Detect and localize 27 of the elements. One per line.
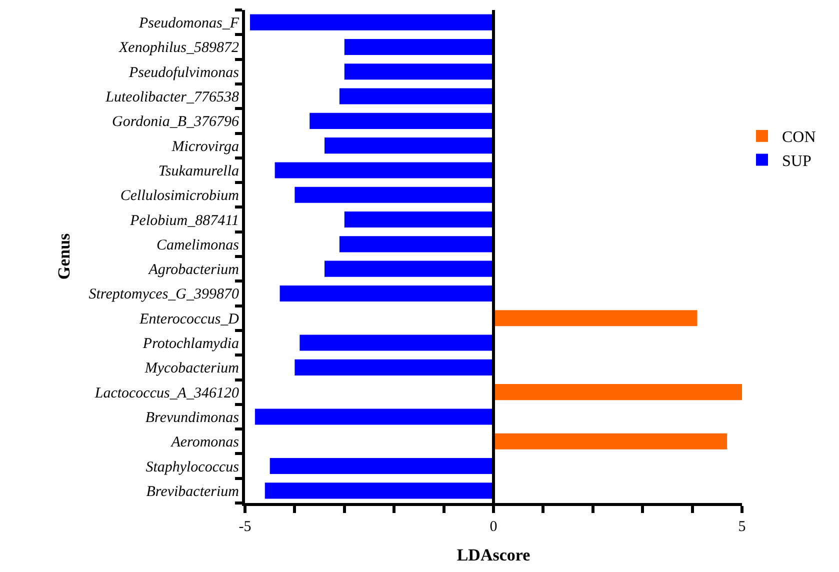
y-tick-label: Streptomyces_G_399870: [88, 286, 240, 303]
legend-label: SUP: [782, 152, 812, 170]
y-tick-label: Gordonia_B_376796: [112, 114, 240, 130]
y-tick-label: Camelimonas: [156, 237, 240, 254]
y-axis-title: Genus: [54, 232, 74, 280]
y-tick-label: Enterococcus_D: [138, 311, 240, 328]
y-tick-label: Tsukamurella: [158, 163, 239, 180]
y-tick-label: Brevundimonas: [145, 410, 240, 426]
y-tick-label: Aeromonas: [170, 434, 240, 451]
y-tick-label: Brevibacterium: [146, 484, 240, 500]
y-tick-label: Lactococcus_A_346120: [94, 385, 240, 402]
legend-label: CON: [782, 129, 816, 146]
y-tick-label: Cellulosimicrobium: [120, 188, 240, 204]
x-axis-title: LDAscore: [456, 545, 531, 564]
y-tick-label: Xenophilus_589872: [118, 40, 240, 56]
x-tick-label: 0: [490, 519, 498, 535]
y-tick-label: Pelobium_887411: [129, 212, 239, 229]
y-tick-label: Luteolibacter_776538: [104, 90, 240, 106]
y-tick-label: Staphylococcus: [146, 459, 240, 476]
y-tick-label: Pseudofulvimonas: [128, 64, 240, 81]
y-tick-label: Pseudomonas_F: [138, 16, 240, 32]
y-tick-label: Agrobacterium: [148, 262, 240, 278]
y-tick-label: Microvirga: [170, 138, 239, 155]
y-tick-label: Protochlamydia: [142, 336, 239, 352]
y-tick-label: Mycobacterium: [144, 360, 240, 377]
x-tick-label: 5: [738, 519, 746, 535]
x-tick-label: -5: [238, 519, 252, 535]
